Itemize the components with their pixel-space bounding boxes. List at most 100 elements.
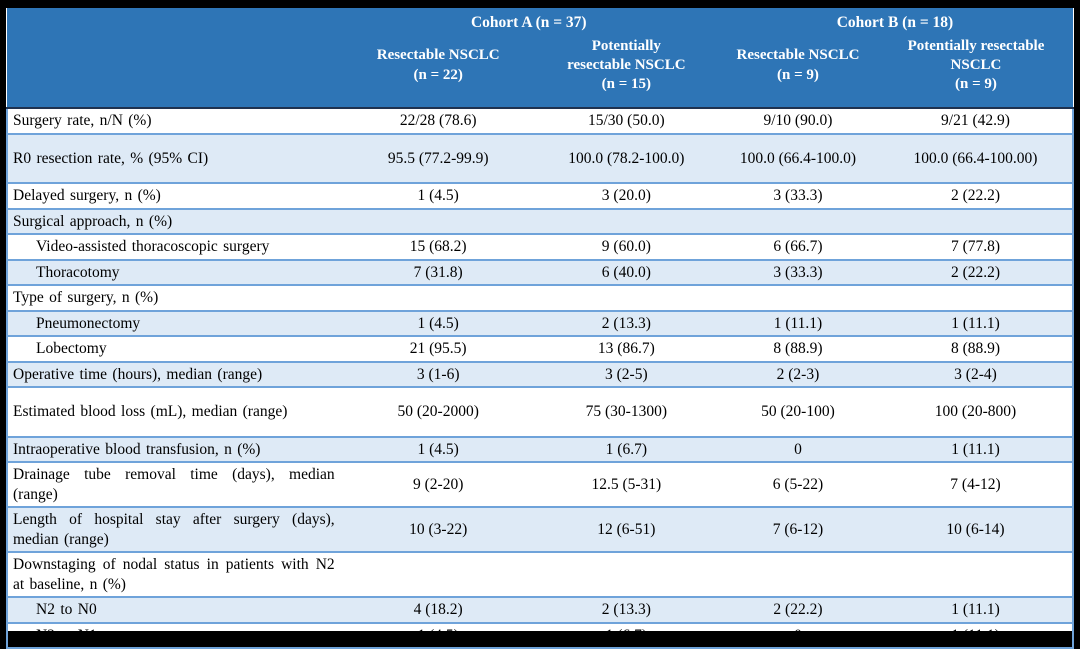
header-spacer	[7, 8, 341, 34]
row-value	[716, 284, 879, 311]
row-value: 6 (5-22)	[716, 461, 879, 508]
table-row: Surgical approach, n (%)	[6, 207, 1075, 235]
table-row: Delayed surgery, n (%) 1 (4.5) 3 (20.0) …	[6, 182, 1075, 209]
row-value: 3 (33.3)	[716, 182, 879, 209]
row-value: 1 (4.5)	[340, 309, 536, 337]
row-label: N2 to N1	[6, 621, 341, 649]
table-frame: Cohort A (n = 37) Cohort B (n = 18) Rese…	[6, 8, 1075, 649]
row-value: 13 (86.7)	[535, 335, 717, 362]
row-value: 1 (11.1)	[878, 596, 1075, 623]
col-header-resectable-b: Resectable NSCLC (n = 9)	[716, 34, 879, 109]
row-value: 10 (3-22)	[340, 506, 536, 553]
row-value: 2 (13.3)	[535, 596, 717, 623]
col-header-title: Potentially resectable NSCLC	[907, 37, 1045, 73]
row-value: 4 (18.2)	[340, 596, 536, 623]
table-row: Thoracotomy 7 (31.8) 6 (40.0) 3 (33.3) 2…	[6, 258, 1075, 286]
row-value: 1 (6.7)	[535, 621, 717, 649]
row-value	[878, 207, 1075, 235]
row-value: 95.5 (77.2-99.9)	[340, 132, 536, 184]
row-value: 8 (88.9)	[716, 335, 879, 362]
row-label: Pneumonectomy	[6, 309, 341, 337]
row-value: 1 (4.5)	[340, 621, 536, 649]
table-row: Operative time (hours), median (range) 3…	[6, 360, 1075, 388]
column-header-row: Resectable NSCLC (n = 22) Potentially re…	[7, 34, 1073, 109]
cohort-header-row: Cohort A (n = 37) Cohort B (n = 18)	[7, 8, 1073, 34]
header-spacer	[7, 34, 341, 109]
row-value: 3 (1-6)	[340, 360, 536, 388]
col-header-potentially-a: Potentially resectable NSCLC (n = 15)	[535, 34, 717, 109]
row-value: 3 (33.3)	[716, 258, 879, 286]
row-label: Lobectomy	[6, 335, 341, 362]
row-value: 0	[716, 435, 879, 463]
row-value	[340, 284, 536, 311]
col-header-n: (n = 9)	[777, 66, 819, 83]
table-row: Surgery rate, n/N (%) 22/28 (78.6) 15/30…	[6, 107, 1075, 134]
table-row: Drainage tube removal time (days), media…	[6, 461, 1075, 508]
row-value: 15/30 (50.0)	[535, 107, 717, 134]
row-label: Delayed surgery, n (%)	[6, 182, 341, 209]
row-value	[878, 284, 1075, 311]
col-header-title: Resectable NSCLC	[736, 47, 860, 64]
row-value: 2 (22.2)	[878, 182, 1075, 209]
row-label: N2 to N0	[6, 596, 341, 623]
row-label: Drainage tube removal time (days), media…	[6, 461, 341, 508]
table-row: Type of surgery, n (%)	[6, 284, 1075, 311]
row-value: 3 (2-4)	[878, 360, 1075, 388]
row-value: 1 (6.7)	[535, 435, 717, 463]
row-value: 9/21 (42.9)	[878, 107, 1075, 134]
row-value: 6 (66.7)	[716, 233, 879, 260]
row-label: Type of surgery, n (%)	[6, 284, 341, 311]
row-value: 75 (30-1300)	[535, 386, 717, 437]
table-row: N2 to N0 4 (18.2) 2 (13.3) 2 (22.2) 1 (1…	[6, 596, 1075, 623]
col-header-n: (n = 15)	[601, 76, 652, 93]
row-value: 12.5 (5-31)	[535, 461, 717, 508]
row-value: 9 (60.0)	[535, 233, 717, 260]
row-value: 50 (20-100)	[716, 386, 879, 437]
row-value	[340, 207, 536, 235]
table-row: Intraoperative blood transfusion, n (%) …	[6, 435, 1075, 463]
row-label: Surgical approach, n (%)	[6, 207, 341, 235]
row-value	[340, 551, 536, 598]
table-row: Length of hospital stay after surgery (d…	[6, 506, 1075, 553]
row-value	[535, 207, 717, 235]
row-value: 7 (6-12)	[716, 506, 879, 553]
row-value: 15 (68.2)	[340, 233, 536, 260]
row-value: 1 (11.1)	[878, 309, 1075, 337]
surgery-outcomes-table: Cohort A (n = 37) Cohort B (n = 18) Rese…	[6, 8, 1075, 649]
row-value: 1 (11.1)	[878, 621, 1075, 649]
row-value: 6 (40.0)	[535, 258, 717, 286]
row-value: 1 (11.1)	[878, 435, 1075, 463]
col-header-n: (n = 9)	[955, 76, 997, 93]
row-value: 100 (20-800)	[878, 386, 1075, 437]
row-value: 100.0 (66.4-100.00)	[878, 132, 1075, 184]
col-header-resectable-a: Resectable NSCLC (n = 22)	[340, 34, 536, 109]
row-value: 9 (2-20)	[340, 461, 536, 508]
row-label: Downstaging of nodal status in patients …	[6, 551, 341, 598]
row-label: Estimated blood loss (mL), median (range…	[6, 386, 341, 437]
table-row: Estimated blood loss (mL), median (range…	[6, 386, 1075, 437]
row-label: R0 resection rate, % (95% CI)	[6, 132, 341, 184]
row-label: Length of hospital stay after surgery (d…	[6, 506, 341, 553]
table-row: R0 resection rate, % (95% CI) 95.5 (77.2…	[6, 132, 1075, 184]
row-value: 2 (2-3)	[716, 360, 879, 388]
row-value: 21 (95.5)	[340, 335, 536, 362]
row-value: 12 (6-51)	[535, 506, 717, 553]
table-row: Downstaging of nodal status in patients …	[6, 551, 1075, 598]
row-value	[716, 551, 879, 598]
table-row: N2 to N1 1 (4.5) 1 (6.7) 0 1 (11.1)	[6, 621, 1075, 649]
table-body: Surgery rate, n/N (%) 22/28 (78.6) 15/30…	[6, 107, 1075, 649]
row-value	[716, 207, 879, 235]
row-label: Video-assisted thoracoscopic surgery	[6, 233, 341, 260]
row-value: 7 (4-12)	[878, 461, 1075, 508]
row-value: 1 (11.1)	[716, 309, 879, 337]
cohort-a-header: Cohort A (n = 37)	[340, 8, 717, 34]
col-header-potentially-b: Potentially resectable NSCLC (n = 9)	[878, 34, 1073, 109]
row-value	[878, 551, 1075, 598]
row-value: 9/10 (90.0)	[716, 107, 879, 134]
row-label: Thoracotomy	[6, 258, 341, 286]
row-value: 0	[716, 621, 879, 649]
row-value: 3 (20.0)	[535, 182, 717, 209]
row-value	[535, 551, 717, 598]
row-value: 2 (22.2)	[878, 258, 1075, 286]
